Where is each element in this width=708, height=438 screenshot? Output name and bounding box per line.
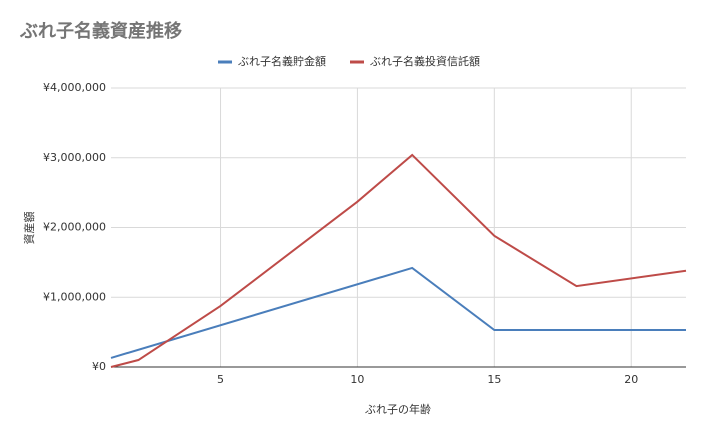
y-tick-label: ¥3,000,000 [43,151,106,164]
y-tick-label: ¥1,000,000 [43,290,106,303]
x-tick-label: 20 [624,373,638,386]
chart-title: ぶれ子名義資産推移 [19,20,182,42]
x-tick-label: 5 [217,373,224,386]
series-line [110,153,687,368]
legend-label: ぶれ子名義投資信託額 [370,54,480,68]
y-axis-label: 資産額 [23,212,36,245]
y-tick-label: ¥4,000,000 [43,81,106,94]
y-tick-label: ¥2,000,000 [43,221,106,234]
x-tick-label: 15 [487,373,501,386]
x-axis-label: ぶれ子の年齢 [365,402,431,416]
y-tick-label: ¥0 [92,360,106,373]
legend-label: ぶれ子名義貯金額 [238,54,326,68]
x-tick-label: 10 [350,373,364,386]
series-line [110,266,686,359]
